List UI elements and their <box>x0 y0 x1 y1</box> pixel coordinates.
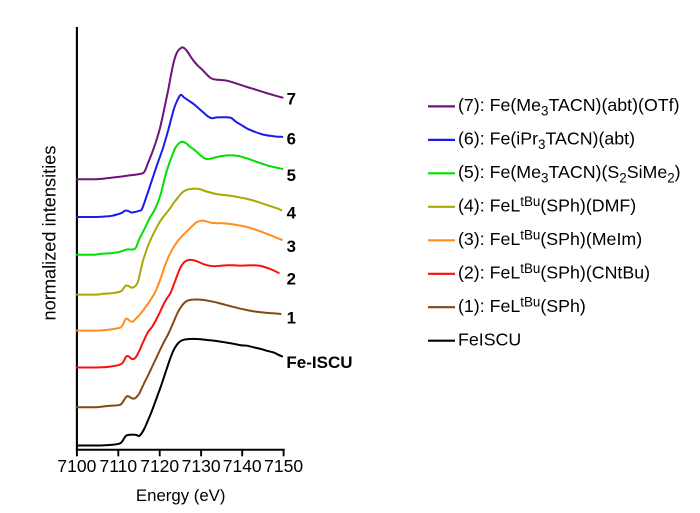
svg-text:7130: 7130 <box>182 456 221 476</box>
svg-text:normalized intensities: normalized intensities <box>40 146 60 321</box>
svg-text:(2): FeLtBu(SPh)(CNtBu): (2): FeLtBu(SPh)(CNtBu) <box>458 261 650 282</box>
svg-text:(7): Fe(Me3TACN)(abt)(OTf): (7): Fe(Me3TACN)(abt)(OTf) <box>458 95 680 118</box>
svg-text:7120: 7120 <box>140 456 179 476</box>
svg-text:(1): FeLtBu(SPh): (1): FeLtBu(SPh) <box>458 295 586 316</box>
svg-text:7: 7 <box>287 90 296 109</box>
svg-text:7150: 7150 <box>264 456 303 476</box>
svg-text:4: 4 <box>287 204 297 223</box>
svg-text:(5): Fe(Me3TACN)(S2SiMe2): (5): Fe(Me3TACN)(S2SiMe2) <box>458 162 681 185</box>
svg-text:FeISCU: FeISCU <box>458 330 521 350</box>
svg-text:7110: 7110 <box>99 456 137 476</box>
svg-text:6: 6 <box>287 130 296 149</box>
svg-text:(3): FeLtBu(SPh)(MeIm): (3): FeLtBu(SPh)(MeIm) <box>458 228 642 249</box>
svg-text:2: 2 <box>287 270 296 289</box>
svg-text:(6): Fe(iPr3TACN)(abt): (6): Fe(iPr3TACN)(abt) <box>458 129 635 152</box>
svg-text:(4): FeLtBu(SPh)(DMF): (4): FeLtBu(SPh)(DMF) <box>458 194 636 215</box>
svg-text:5: 5 <box>287 166 296 185</box>
svg-text:7100: 7100 <box>57 456 96 476</box>
svg-text:3: 3 <box>287 237 296 256</box>
svg-text:1: 1 <box>287 308 296 327</box>
svg-text:Fe-ISCU: Fe-ISCU <box>286 353 352 372</box>
svg-text:Energy (eV): Energy (eV) <box>136 486 226 505</box>
svg-text:7140: 7140 <box>223 456 262 476</box>
